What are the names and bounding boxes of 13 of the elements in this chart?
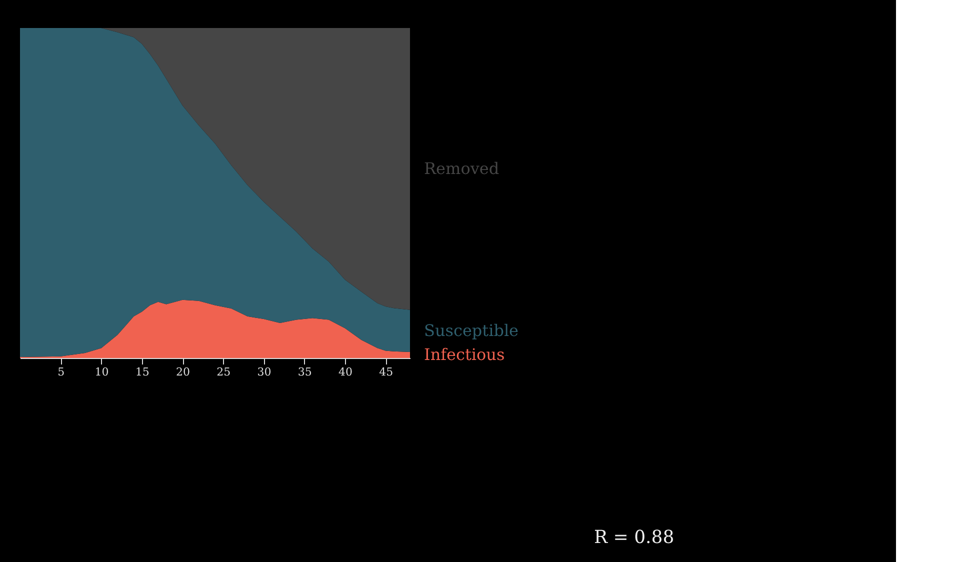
x-tick-label: 40: [338, 366, 352, 378]
x-tick-label: 35: [298, 366, 312, 378]
x-tick-label: 45: [379, 366, 394, 378]
x-tick-label: 20: [176, 366, 190, 378]
series-label: Removed: [424, 158, 500, 178]
series-label: Infectious: [424, 345, 505, 364]
x-tick-label: 5: [58, 366, 65, 378]
x-tick-label: 30: [257, 366, 272, 378]
x-tick-label: 10: [94, 366, 109, 378]
x-tick-label: 15: [135, 366, 150, 378]
series-label: Susceptible: [424, 320, 519, 340]
text: R = 0.88: [594, 527, 674, 548]
x-tick-label: 25: [216, 366, 231, 378]
